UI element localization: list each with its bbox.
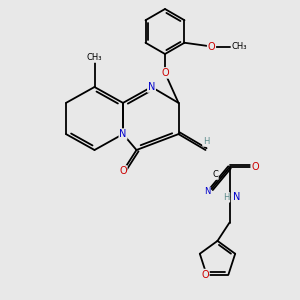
Text: O: O [201,269,209,280]
Text: N: N [148,82,155,92]
Text: C: C [212,170,218,179]
Text: N: N [119,129,127,139]
Text: N: N [204,188,210,196]
Text: O: O [208,41,215,52]
Text: O: O [119,166,127,176]
Text: N: N [233,192,241,203]
Text: O: O [161,68,169,78]
Text: H: H [223,193,230,202]
Text: CH₃: CH₃ [231,42,247,51]
Text: O: O [251,162,259,172]
Text: H: H [203,137,209,146]
Text: CH₃: CH₃ [87,53,102,62]
